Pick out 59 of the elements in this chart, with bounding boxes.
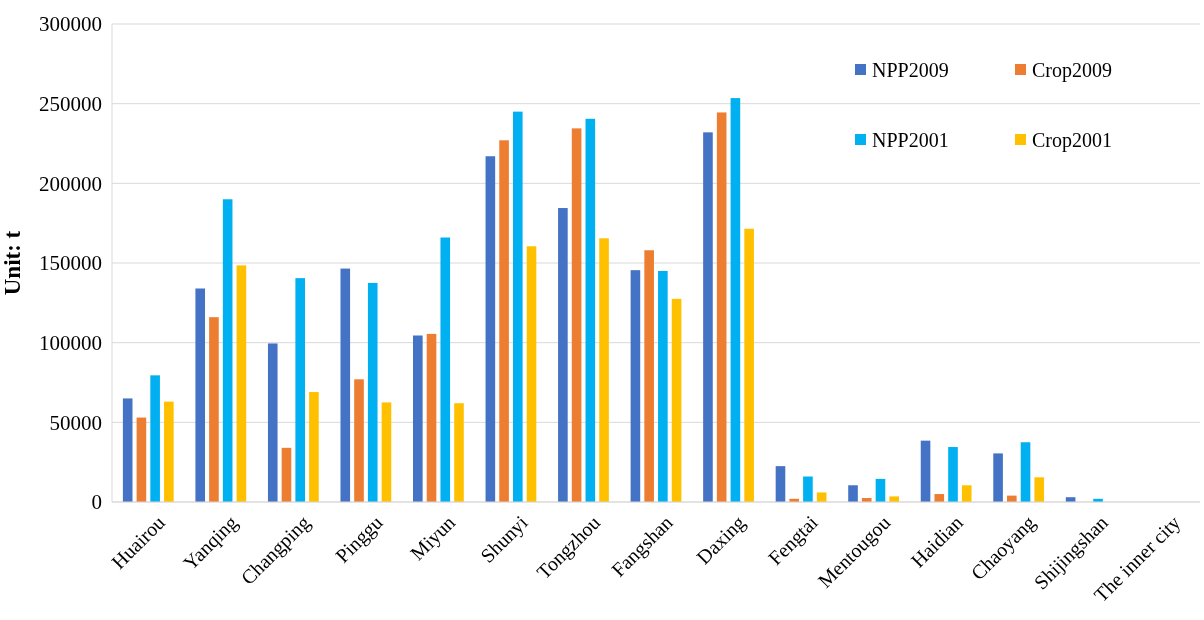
legend-label: Crop2001 (1032, 129, 1112, 152)
bar (164, 401, 174, 502)
legend-label: NPP2001 (872, 129, 949, 151)
legend-label: NPP2009 (872, 59, 949, 81)
bar (730, 98, 741, 502)
bar (526, 246, 537, 502)
bar (1034, 477, 1045, 502)
bar (658, 270, 668, 502)
y-tick-label: 300000 (39, 12, 102, 37)
bar (630, 270, 641, 502)
bar (381, 402, 392, 502)
bar (222, 199, 233, 502)
bar (267, 343, 278, 502)
bar (309, 392, 319, 502)
bar (889, 496, 899, 502)
bar (671, 298, 682, 502)
bar (644, 250, 654, 502)
y-tick-label: 200000 (39, 171, 102, 196)
bar (716, 112, 727, 502)
bar (585, 118, 596, 502)
y-tick-label: 50000 (49, 410, 102, 435)
bar (236, 265, 247, 502)
bar (354, 379, 364, 502)
bar (440, 237, 451, 502)
bar (367, 282, 378, 502)
y-tick-label: 250000 (39, 92, 102, 117)
bar (499, 140, 509, 502)
bar (512, 111, 523, 502)
bar (934, 494, 945, 502)
bar (195, 288, 206, 502)
y-tick-label: 0 (91, 490, 102, 515)
y-axis-title: Unit: t (0, 230, 25, 296)
bar (295, 278, 305, 502)
bar (948, 447, 958, 502)
bar (340, 268, 351, 502)
bar (775, 466, 786, 502)
bar (426, 333, 437, 502)
bar (803, 476, 813, 502)
bar (571, 128, 582, 502)
bar (122, 398, 133, 502)
bar (558, 208, 568, 502)
y-tick-label: 150000 (39, 251, 102, 276)
bar (150, 375, 160, 502)
bar (136, 417, 147, 502)
bar (993, 453, 1003, 502)
bar (599, 238, 609, 502)
bar (703, 132, 713, 502)
bar (281, 447, 292, 502)
bar (848, 485, 858, 502)
bar (961, 485, 972, 502)
legend-label: Crop2009 (1032, 59, 1112, 82)
bar (454, 403, 464, 502)
y-tick-label: 100000 (39, 331, 102, 356)
bar (209, 317, 219, 502)
bar (1020, 442, 1031, 502)
bar (744, 228, 754, 502)
bar (413, 335, 423, 502)
bar (920, 440, 931, 502)
bar (485, 156, 496, 502)
